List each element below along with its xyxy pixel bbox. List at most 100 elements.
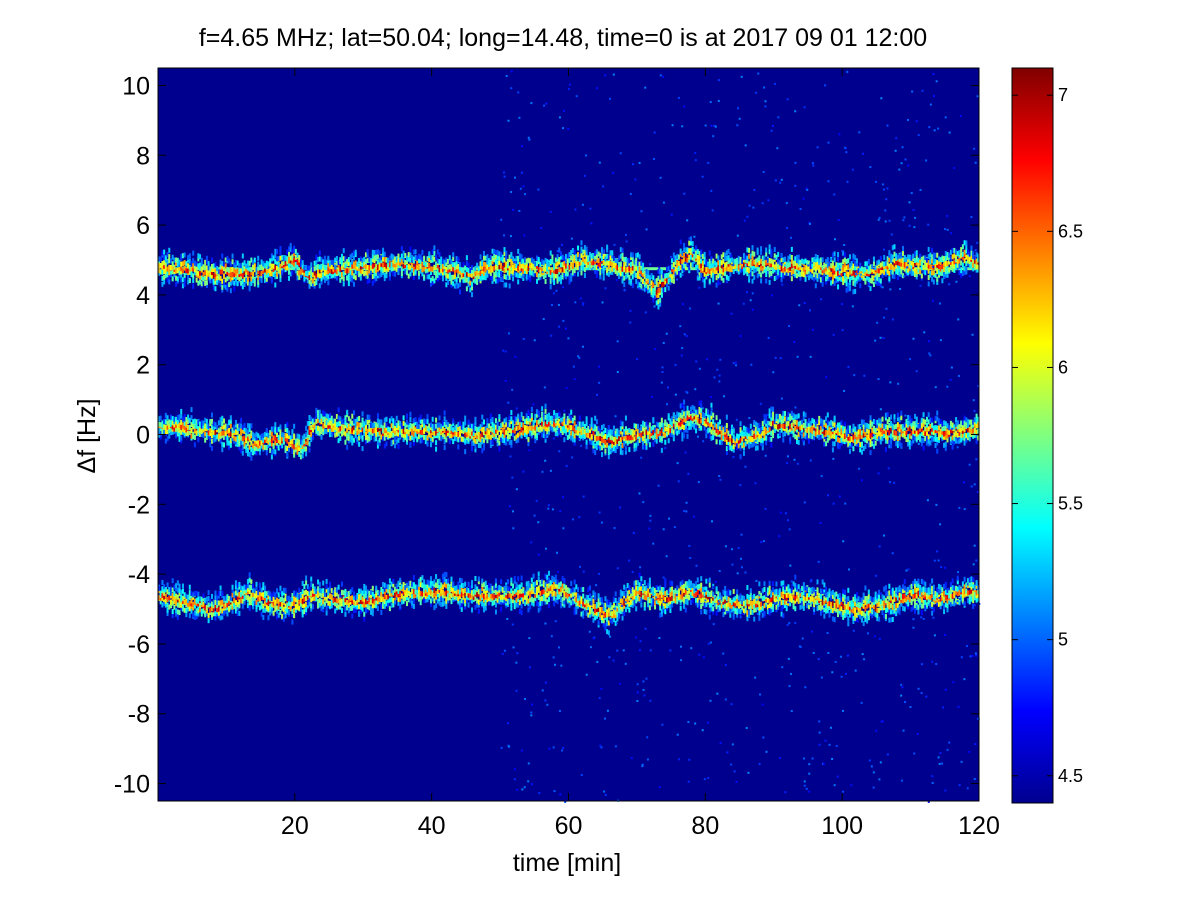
heat-cell — [431, 255, 434, 261]
heat-cell — [222, 430, 226, 436]
heat-cell — [674, 257, 677, 263]
heat-cell — [607, 264, 610, 270]
heat-cell — [327, 423, 330, 429]
heat-cell — [298, 255, 301, 261]
heat-cell — [402, 428, 405, 434]
heat-cell — [274, 265, 277, 271]
heat-cell — [459, 432, 462, 438]
heat-cell — [577, 245, 580, 251]
heat-cell — [725, 439, 728, 445]
heat-cell — [318, 409, 321, 415]
heat-cell — [354, 260, 357, 266]
heat-cell — [600, 250, 604, 256]
heat-cell — [395, 433, 398, 439]
heat-cell — [346, 422, 349, 428]
heat-cell — [277, 256, 280, 262]
heat-cell — [934, 262, 937, 268]
heat-cell — [700, 272, 703, 278]
heat-cell — [960, 268, 963, 274]
heat-cell — [595, 431, 598, 437]
heat-cell — [163, 274, 166, 280]
heat-cells — [158, 70, 981, 803]
heat-cell — [447, 258, 450, 264]
heat-cell — [205, 258, 208, 264]
heat-cell — [802, 272, 805, 278]
heat-cell — [342, 256, 345, 262]
heat-cell — [334, 422, 337, 428]
heat-cell — [719, 268, 722, 274]
heat-cell — [406, 270, 409, 276]
heat-cell — [370, 260, 373, 266]
heat-cell — [929, 264, 932, 270]
heat-cell — [481, 431, 484, 437]
heat-cell — [287, 269, 291, 275]
heat-cell — [636, 280, 639, 286]
heat-cell — [667, 278, 670, 284]
heat-cell — [835, 262, 838, 268]
heat-cell — [795, 254, 798, 260]
heat-cell — [510, 419, 513, 425]
heat-cell — [248, 423, 251, 429]
heat-cell — [618, 273, 621, 279]
heat-cell — [245, 273, 248, 279]
heat-cell — [320, 279, 323, 285]
heat-cell — [370, 427, 373, 433]
heat-cell — [529, 272, 532, 278]
heat-cell — [537, 267, 540, 273]
heat-cell — [587, 426, 590, 432]
heat-cell — [623, 282, 626, 288]
heat-cell — [508, 283, 511, 289]
heat-cell — [459, 266, 462, 272]
heat-cell — [392, 418, 395, 424]
heat-cell — [399, 427, 402, 433]
heat-cell — [193, 423, 196, 429]
heat-cell — [298, 446, 301, 452]
heat-cell — [525, 268, 528, 274]
heat-cell — [960, 252, 963, 258]
heat-cell — [197, 437, 200, 443]
heat-cell — [763, 255, 766, 261]
heat-cell — [248, 260, 251, 266]
heat-cell — [582, 435, 585, 441]
heat-cell — [700, 407, 703, 413]
heat-cell — [188, 253, 191, 259]
heat-cell — [332, 266, 335, 272]
heat-cell — [725, 414, 728, 420]
heat-cell — [544, 421, 547, 427]
heat-cell — [635, 278, 638, 284]
heat-cell — [376, 426, 379, 432]
heat-cell — [657, 428, 660, 434]
heat-cell — [371, 267, 374, 273]
heat-cell — [500, 262, 503, 268]
heat-cell — [428, 266, 431, 272]
heat-cell — [561, 419, 564, 425]
heat-cell — [412, 249, 415, 255]
heat-cell — [506, 258, 509, 264]
heat-cell — [549, 278, 552, 284]
heat-cell — [659, 269, 662, 275]
heat-cell — [583, 272, 586, 278]
heat-cell — [484, 267, 487, 273]
heat-cell — [972, 262, 975, 268]
heat-cell — [489, 254, 492, 260]
heat-cell — [390, 440, 393, 446]
heat-cell — [939, 270, 942, 276]
heat-cell — [469, 287, 472, 293]
heat-cell — [859, 266, 862, 272]
heat-cell — [679, 425, 682, 431]
heat-cell — [352, 418, 355, 424]
heat-cell — [175, 257, 178, 263]
heat-cell — [654, 285, 657, 291]
heat-cell — [838, 265, 841, 271]
heat-cell — [537, 273, 540, 279]
heat-cell — [435, 270, 438, 276]
heat-cell — [850, 275, 853, 281]
heat-cell — [264, 437, 267, 443]
heat-cell — [429, 281, 432, 287]
heat-cell — [710, 410, 713, 416]
heat-cell — [546, 266, 549, 272]
heat-cell — [214, 275, 217, 281]
heat-cell — [332, 272, 335, 278]
heat-cell — [286, 256, 289, 262]
heat-cell — [429, 442, 432, 448]
